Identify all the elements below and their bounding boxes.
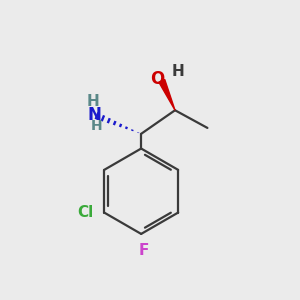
Text: N: N [87, 106, 101, 124]
Text: H: H [86, 94, 99, 109]
Text: H: H [91, 119, 103, 133]
Polygon shape [159, 80, 175, 110]
Text: F: F [139, 243, 149, 258]
Text: O: O [150, 70, 164, 88]
Text: H: H [172, 64, 184, 80]
Text: Cl: Cl [78, 205, 94, 220]
